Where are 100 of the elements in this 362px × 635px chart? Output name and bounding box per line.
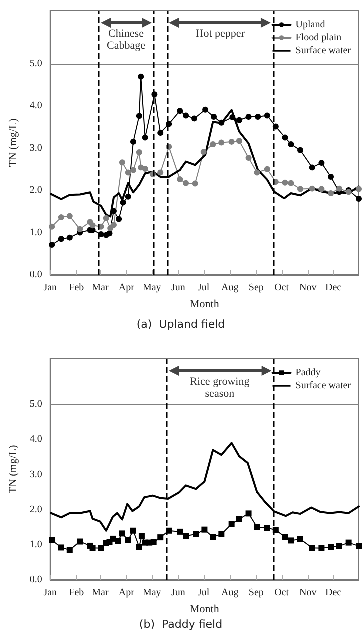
point xyxy=(130,528,136,534)
point xyxy=(218,140,225,146)
x-tick-label: Mar xyxy=(92,588,110,598)
legend-label: Paddy xyxy=(296,368,321,378)
point xyxy=(356,543,362,550)
x-tick-label: Jun xyxy=(171,588,186,598)
point xyxy=(200,149,207,156)
point xyxy=(264,166,270,172)
point xyxy=(66,213,73,220)
point xyxy=(288,538,294,544)
x-tick-label: Sep xyxy=(248,282,264,294)
point xyxy=(192,180,198,187)
x-tick-label: May xyxy=(142,282,162,294)
point xyxy=(58,236,64,242)
point xyxy=(90,222,96,229)
legend-label: Flood plain xyxy=(296,32,342,44)
point xyxy=(125,170,132,176)
point xyxy=(218,120,225,126)
x-tick-label: Dec xyxy=(326,588,342,598)
point xyxy=(202,526,208,533)
point xyxy=(49,224,56,230)
point xyxy=(254,170,260,176)
point xyxy=(298,536,304,542)
point xyxy=(298,186,304,192)
point xyxy=(246,114,252,120)
point xyxy=(356,186,362,192)
annotation: Rice growing season xyxy=(189,376,251,400)
point xyxy=(177,528,184,535)
point xyxy=(282,534,288,540)
point xyxy=(336,186,342,192)
x-tick-label: Jul xyxy=(198,588,210,598)
point xyxy=(125,537,132,544)
point xyxy=(142,134,148,141)
point xyxy=(318,160,325,166)
y-tick-label: 5.0 xyxy=(30,58,42,70)
point xyxy=(103,215,110,222)
point xyxy=(318,545,325,552)
point xyxy=(77,226,84,232)
point xyxy=(49,242,56,248)
y-tick-label: 4.0 xyxy=(30,100,42,112)
y-tick-label: 0.0 xyxy=(30,574,42,586)
point xyxy=(236,516,242,522)
point xyxy=(298,147,304,154)
x-tick-label: Dec xyxy=(326,282,342,294)
point xyxy=(183,533,190,540)
point xyxy=(309,186,316,192)
point xyxy=(49,537,56,544)
x-tick-label: Oct xyxy=(274,588,290,598)
point xyxy=(58,214,64,221)
x-tick-label: Aug xyxy=(222,588,239,598)
x-tick-label: Apr xyxy=(118,282,136,294)
point xyxy=(264,112,270,119)
x-tick-label: Jul xyxy=(198,282,210,294)
point xyxy=(58,544,64,551)
point xyxy=(336,543,342,550)
point xyxy=(218,531,225,538)
point xyxy=(254,524,260,530)
point xyxy=(158,130,164,136)
x-tick-label: Feb xyxy=(69,588,84,598)
point xyxy=(202,106,209,113)
x-tick-label: Nov xyxy=(300,588,317,598)
point xyxy=(66,547,73,554)
point xyxy=(110,536,116,542)
point xyxy=(246,154,252,161)
y-tick-label: 3.0 xyxy=(30,142,42,154)
point xyxy=(138,74,144,80)
point xyxy=(246,510,252,517)
point xyxy=(236,117,242,124)
point xyxy=(98,545,104,552)
x-tick-label: Jan xyxy=(44,282,58,294)
y-tick-label: 1.0 xyxy=(30,227,42,238)
point xyxy=(136,113,142,120)
point xyxy=(210,534,216,540)
x-tick-label: Jun xyxy=(171,282,186,294)
point xyxy=(119,160,126,166)
point xyxy=(108,226,114,232)
point xyxy=(177,108,184,114)
point xyxy=(158,534,164,541)
point xyxy=(282,180,288,186)
point xyxy=(158,170,164,176)
point xyxy=(77,538,84,545)
y-tick-label: 2.0 xyxy=(30,504,42,516)
point xyxy=(255,114,262,120)
annotation: Hot pepper xyxy=(194,28,246,40)
x-tick-label: Apr xyxy=(118,588,136,598)
point xyxy=(120,200,126,206)
point xyxy=(142,166,148,172)
point xyxy=(136,544,142,550)
point xyxy=(177,176,184,183)
point xyxy=(115,538,122,544)
point xyxy=(210,141,216,148)
annotation: Chinese Cabbage xyxy=(106,28,146,52)
point xyxy=(183,112,190,119)
legend-label: Upland xyxy=(296,20,326,30)
point xyxy=(116,216,122,222)
point xyxy=(309,164,316,171)
point xyxy=(90,545,96,552)
point xyxy=(193,531,200,538)
point xyxy=(309,545,316,552)
point xyxy=(328,190,334,196)
